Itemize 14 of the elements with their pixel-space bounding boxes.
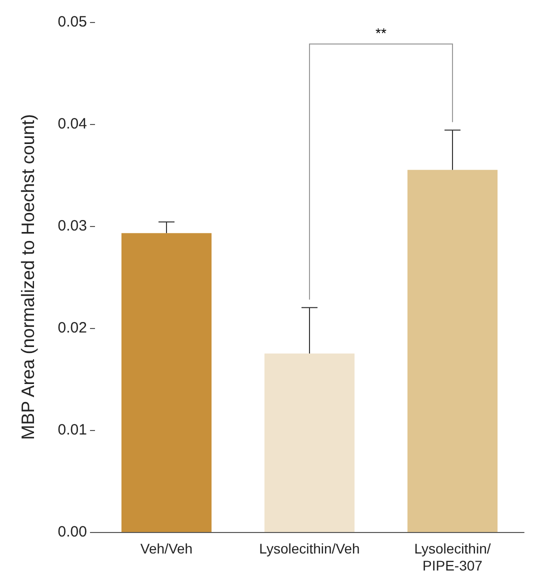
x-tick-label: Lysolecithin/ PIPE-307	[414, 540, 491, 574]
annotation: **	[376, 25, 387, 41]
y-tick-label: 0.00	[58, 524, 87, 540]
y-tick-label: 0.03	[58, 218, 87, 234]
y-axis-title: MBP Area (normalized to Hoechst count)	[18, 114, 38, 440]
y-tick-label: 0.04	[58, 116, 87, 132]
y-tick-label: 0.01	[58, 422, 87, 438]
x-tick-label: Lysolecithin/Veh	[259, 540, 360, 556]
y-tick-label: 0.02	[58, 320, 87, 336]
bar	[121, 233, 212, 532]
bar	[407, 170, 498, 532]
bar	[264, 354, 355, 532]
x-tick-label: Veh/Veh	[140, 540, 193, 556]
y-tick-label: 0.05	[58, 14, 87, 30]
